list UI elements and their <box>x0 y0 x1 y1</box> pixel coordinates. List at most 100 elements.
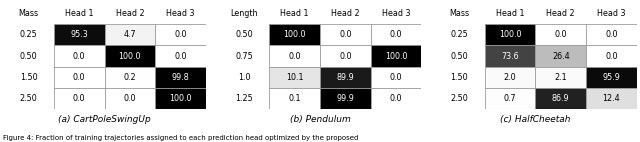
Bar <box>536 67 586 88</box>
Bar <box>485 67 536 88</box>
Text: 0.0: 0.0 <box>174 52 187 61</box>
Text: Mass: Mass <box>19 9 38 18</box>
Bar <box>269 67 320 88</box>
Text: Mass: Mass <box>449 9 470 18</box>
Text: 100.0: 100.0 <box>118 52 141 61</box>
Text: 89.9: 89.9 <box>337 73 354 82</box>
Text: 0.0: 0.0 <box>289 52 301 61</box>
Text: 0.50: 0.50 <box>451 52 468 61</box>
Bar <box>536 45 586 67</box>
Bar <box>485 88 536 109</box>
Text: 2.50: 2.50 <box>451 94 468 103</box>
Text: 0.0: 0.0 <box>390 94 403 103</box>
Text: Head 2: Head 2 <box>331 9 360 18</box>
Bar <box>155 45 206 67</box>
Text: 2.50: 2.50 <box>20 94 37 103</box>
Text: 2.1: 2.1 <box>554 73 567 82</box>
Bar <box>586 67 637 88</box>
Text: Head 3: Head 3 <box>381 9 410 18</box>
Text: Head 1: Head 1 <box>280 9 309 18</box>
Text: Head 1: Head 1 <box>65 9 93 18</box>
Bar <box>371 88 421 109</box>
Text: 0.0: 0.0 <box>73 73 86 82</box>
Text: 0.0: 0.0 <box>390 30 403 39</box>
Text: 12.4: 12.4 <box>603 94 620 103</box>
Bar <box>371 24 421 45</box>
Bar <box>104 88 156 109</box>
Bar <box>155 67 206 88</box>
Bar <box>485 24 536 45</box>
Text: 0.50: 0.50 <box>20 52 37 61</box>
Bar <box>371 67 421 88</box>
Bar <box>104 67 156 88</box>
Text: 0.0: 0.0 <box>339 52 351 61</box>
Bar <box>155 24 206 45</box>
Text: 100.0: 100.0 <box>499 30 522 39</box>
Text: 0.2: 0.2 <box>124 73 136 82</box>
Text: 10.1: 10.1 <box>286 73 303 82</box>
Text: 100.0: 100.0 <box>385 52 407 61</box>
Text: (a) CartPoleSwingUp: (a) CartPoleSwingUp <box>58 115 151 125</box>
Text: 0.7: 0.7 <box>504 94 516 103</box>
Text: 73.6: 73.6 <box>501 52 519 61</box>
Text: 0.0: 0.0 <box>73 94 86 103</box>
Bar <box>320 67 371 88</box>
Text: 0.0: 0.0 <box>605 30 618 39</box>
Text: 100.0: 100.0 <box>170 94 192 103</box>
Text: 0.0: 0.0 <box>174 30 187 39</box>
Bar <box>54 67 104 88</box>
Bar <box>54 24 104 45</box>
Text: (b) Pendulum: (b) Pendulum <box>290 115 350 125</box>
Text: 0.1: 0.1 <box>289 94 301 103</box>
Text: 1.0: 1.0 <box>237 73 250 82</box>
Text: 1.50: 1.50 <box>451 73 468 82</box>
Text: 4.7: 4.7 <box>124 30 136 39</box>
Bar <box>269 45 320 67</box>
Text: 95.3: 95.3 <box>70 30 88 39</box>
Bar <box>269 24 320 45</box>
Bar <box>104 24 156 45</box>
Bar <box>104 45 156 67</box>
Text: 95.9: 95.9 <box>602 73 620 82</box>
Text: Head 2: Head 2 <box>547 9 575 18</box>
Bar <box>371 45 421 67</box>
Text: Head 1: Head 1 <box>496 9 524 18</box>
Text: 0.0: 0.0 <box>124 94 136 103</box>
Text: 1.25: 1.25 <box>235 94 253 103</box>
Text: (c) HalfCheetah: (c) HalfCheetah <box>500 115 571 125</box>
Bar <box>155 88 206 109</box>
Bar <box>485 45 536 67</box>
Text: 0.25: 0.25 <box>20 30 37 39</box>
Text: 0.25: 0.25 <box>451 30 468 39</box>
Text: Head 2: Head 2 <box>116 9 144 18</box>
Text: 0.75: 0.75 <box>235 52 253 61</box>
Text: 0.0: 0.0 <box>390 73 403 82</box>
Text: 86.9: 86.9 <box>552 94 570 103</box>
Bar <box>586 24 637 45</box>
Text: 0.50: 0.50 <box>235 30 253 39</box>
Bar <box>586 45 637 67</box>
Text: Length: Length <box>230 9 258 18</box>
Bar <box>320 24 371 45</box>
Text: 0.0: 0.0 <box>554 30 567 39</box>
Bar <box>320 88 371 109</box>
Bar <box>54 88 104 109</box>
Text: 2.0: 2.0 <box>504 73 516 82</box>
Bar <box>536 24 586 45</box>
Text: 100.0: 100.0 <box>284 30 306 39</box>
Bar <box>269 88 320 109</box>
Text: Head 3: Head 3 <box>166 9 195 18</box>
Text: 99.9: 99.9 <box>337 94 355 103</box>
Text: 0.0: 0.0 <box>73 52 86 61</box>
Text: 0.0: 0.0 <box>605 52 618 61</box>
Bar <box>320 45 371 67</box>
Text: 26.4: 26.4 <box>552 52 570 61</box>
Text: 0.0: 0.0 <box>339 30 351 39</box>
Bar <box>54 45 104 67</box>
Text: 99.8: 99.8 <box>172 73 189 82</box>
Text: Figure 4: Fraction of training trajectories assigned to each prediction head opt: Figure 4: Fraction of training trajector… <box>3 135 358 141</box>
Text: 1.50: 1.50 <box>20 73 37 82</box>
Bar <box>536 88 586 109</box>
Text: Head 3: Head 3 <box>597 9 626 18</box>
Bar <box>586 88 637 109</box>
